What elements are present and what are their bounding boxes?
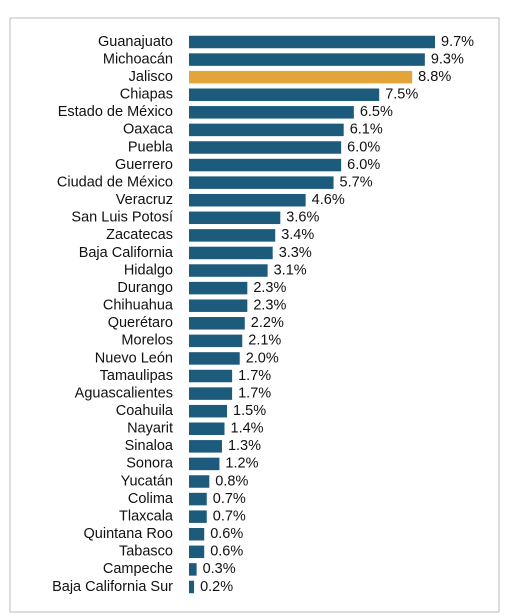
value-label: 6.1%	[350, 122, 383, 138]
bar	[189, 317, 245, 330]
bar	[189, 70, 413, 84]
bar	[189, 563, 197, 576]
bar	[189, 106, 354, 119]
value-label: 1.3%	[228, 438, 261, 454]
bar	[189, 53, 425, 66]
category-label: Nuevo León	[95, 350, 173, 366]
category-label: Coahuila	[116, 403, 174, 419]
category-label: Sonora	[126, 456, 174, 472]
bar	[189, 404, 228, 418]
bar	[189, 176, 334, 189]
category-label: Baja California Sur	[52, 579, 173, 595]
bar	[189, 492, 207, 506]
category-label: Michoacán	[103, 51, 173, 67]
category-label: Ciudad de México	[57, 174, 173, 190]
value-label: 9.3%	[431, 51, 464, 67]
category-label: Tabasco	[119, 544, 173, 560]
value-label: 3.3%	[279, 245, 312, 261]
category-label: Morelos	[121, 333, 173, 349]
bar	[189, 369, 233, 383]
category-label: Oaxaca	[123, 122, 174, 138]
value-label: 0.7%	[213, 491, 246, 507]
value-label: 3.4%	[281, 227, 314, 243]
value-label: 1.7%	[238, 385, 271, 401]
frame	[9, 17, 500, 613]
bar	[189, 387, 233, 400]
bar	[189, 88, 380, 101]
category-label: Durango	[117, 280, 173, 296]
bar	[189, 158, 342, 172]
category-label: Estado de México	[58, 104, 173, 120]
value-label: 9.7%	[441, 34, 474, 50]
bar	[189, 545, 205, 559]
value-label: 1.2%	[225, 456, 258, 472]
value-label: 7.5%	[385, 87, 418, 103]
value-label: 6.5%	[360, 104, 393, 120]
bar	[189, 527, 205, 541]
category-label: Puebla	[128, 139, 174, 155]
bar	[189, 510, 207, 523]
category-label: Yucatán	[121, 473, 173, 489]
category-label: Sinaloa	[125, 438, 174, 454]
bar	[189, 352, 240, 365]
value-label: 2.3%	[253, 280, 286, 296]
category-label: Zacatecas	[106, 227, 173, 243]
value-label: 1.5%	[233, 403, 266, 419]
value-label: 8.8%	[418, 69, 451, 85]
category-label: Nayarit	[127, 421, 173, 437]
value-label: 2.3%	[253, 298, 286, 314]
category-label: Quintana Roo	[84, 526, 173, 542]
category-label: Tlaxcala	[119, 508, 174, 524]
value-label: 0.7%	[213, 508, 246, 524]
category-label: Colima	[128, 491, 174, 507]
bar	[189, 35, 435, 49]
value-label: 0.3%	[203, 561, 236, 577]
value-label: 6.0%	[347, 157, 380, 173]
bar	[189, 440, 222, 453]
bar	[189, 334, 243, 348]
category-label: Guerrero	[115, 157, 173, 173]
value-label: 2.1%	[248, 333, 281, 349]
bar	[189, 457, 220, 471]
category-label: Querétaro	[108, 315, 173, 331]
bar	[189, 123, 344, 137]
value-label: 6.0%	[347, 139, 380, 155]
value-label: 0.2%	[200, 579, 233, 595]
category-label: Guanajuato	[98, 34, 173, 50]
category-label: Baja California	[79, 245, 174, 261]
category-label: Hidalgo	[124, 262, 173, 278]
value-label: 0.6%	[210, 544, 243, 560]
category-label: Jalisco	[129, 69, 173, 85]
bar	[189, 281, 248, 295]
category-label: Chiapas	[120, 87, 173, 103]
value-label: 3.1%	[274, 262, 307, 278]
category-label: Chihuahua	[103, 298, 174, 314]
value-label: 3.6%	[286, 210, 319, 226]
bar	[189, 264, 268, 277]
bar	[189, 299, 248, 312]
bar	[189, 246, 273, 260]
bar	[189, 211, 281, 225]
value-label: 1.7%	[238, 368, 271, 384]
value-label: 0.8%	[215, 473, 248, 489]
bar	[189, 141, 342, 154]
value-label: 0.6%	[210, 526, 243, 542]
bar	[189, 580, 195, 594]
value-label: 1.4%	[231, 421, 264, 437]
value-label: 4.6%	[312, 192, 345, 208]
value-label: 5.7%	[340, 174, 373, 190]
category-label: Tamaulipas	[100, 368, 173, 384]
bar	[189, 475, 210, 488]
bar	[189, 193, 306, 207]
category-label: Veracruz	[116, 192, 173, 208]
bar	[189, 229, 276, 242]
category-label: Aguascalientes	[75, 385, 173, 401]
value-label: 2.0%	[246, 350, 279, 366]
value-label: 2.2%	[251, 315, 284, 331]
category-label: Campeche	[103, 561, 173, 577]
bar	[189, 422, 225, 436]
category-label: San Luis Potosí	[71, 210, 173, 226]
